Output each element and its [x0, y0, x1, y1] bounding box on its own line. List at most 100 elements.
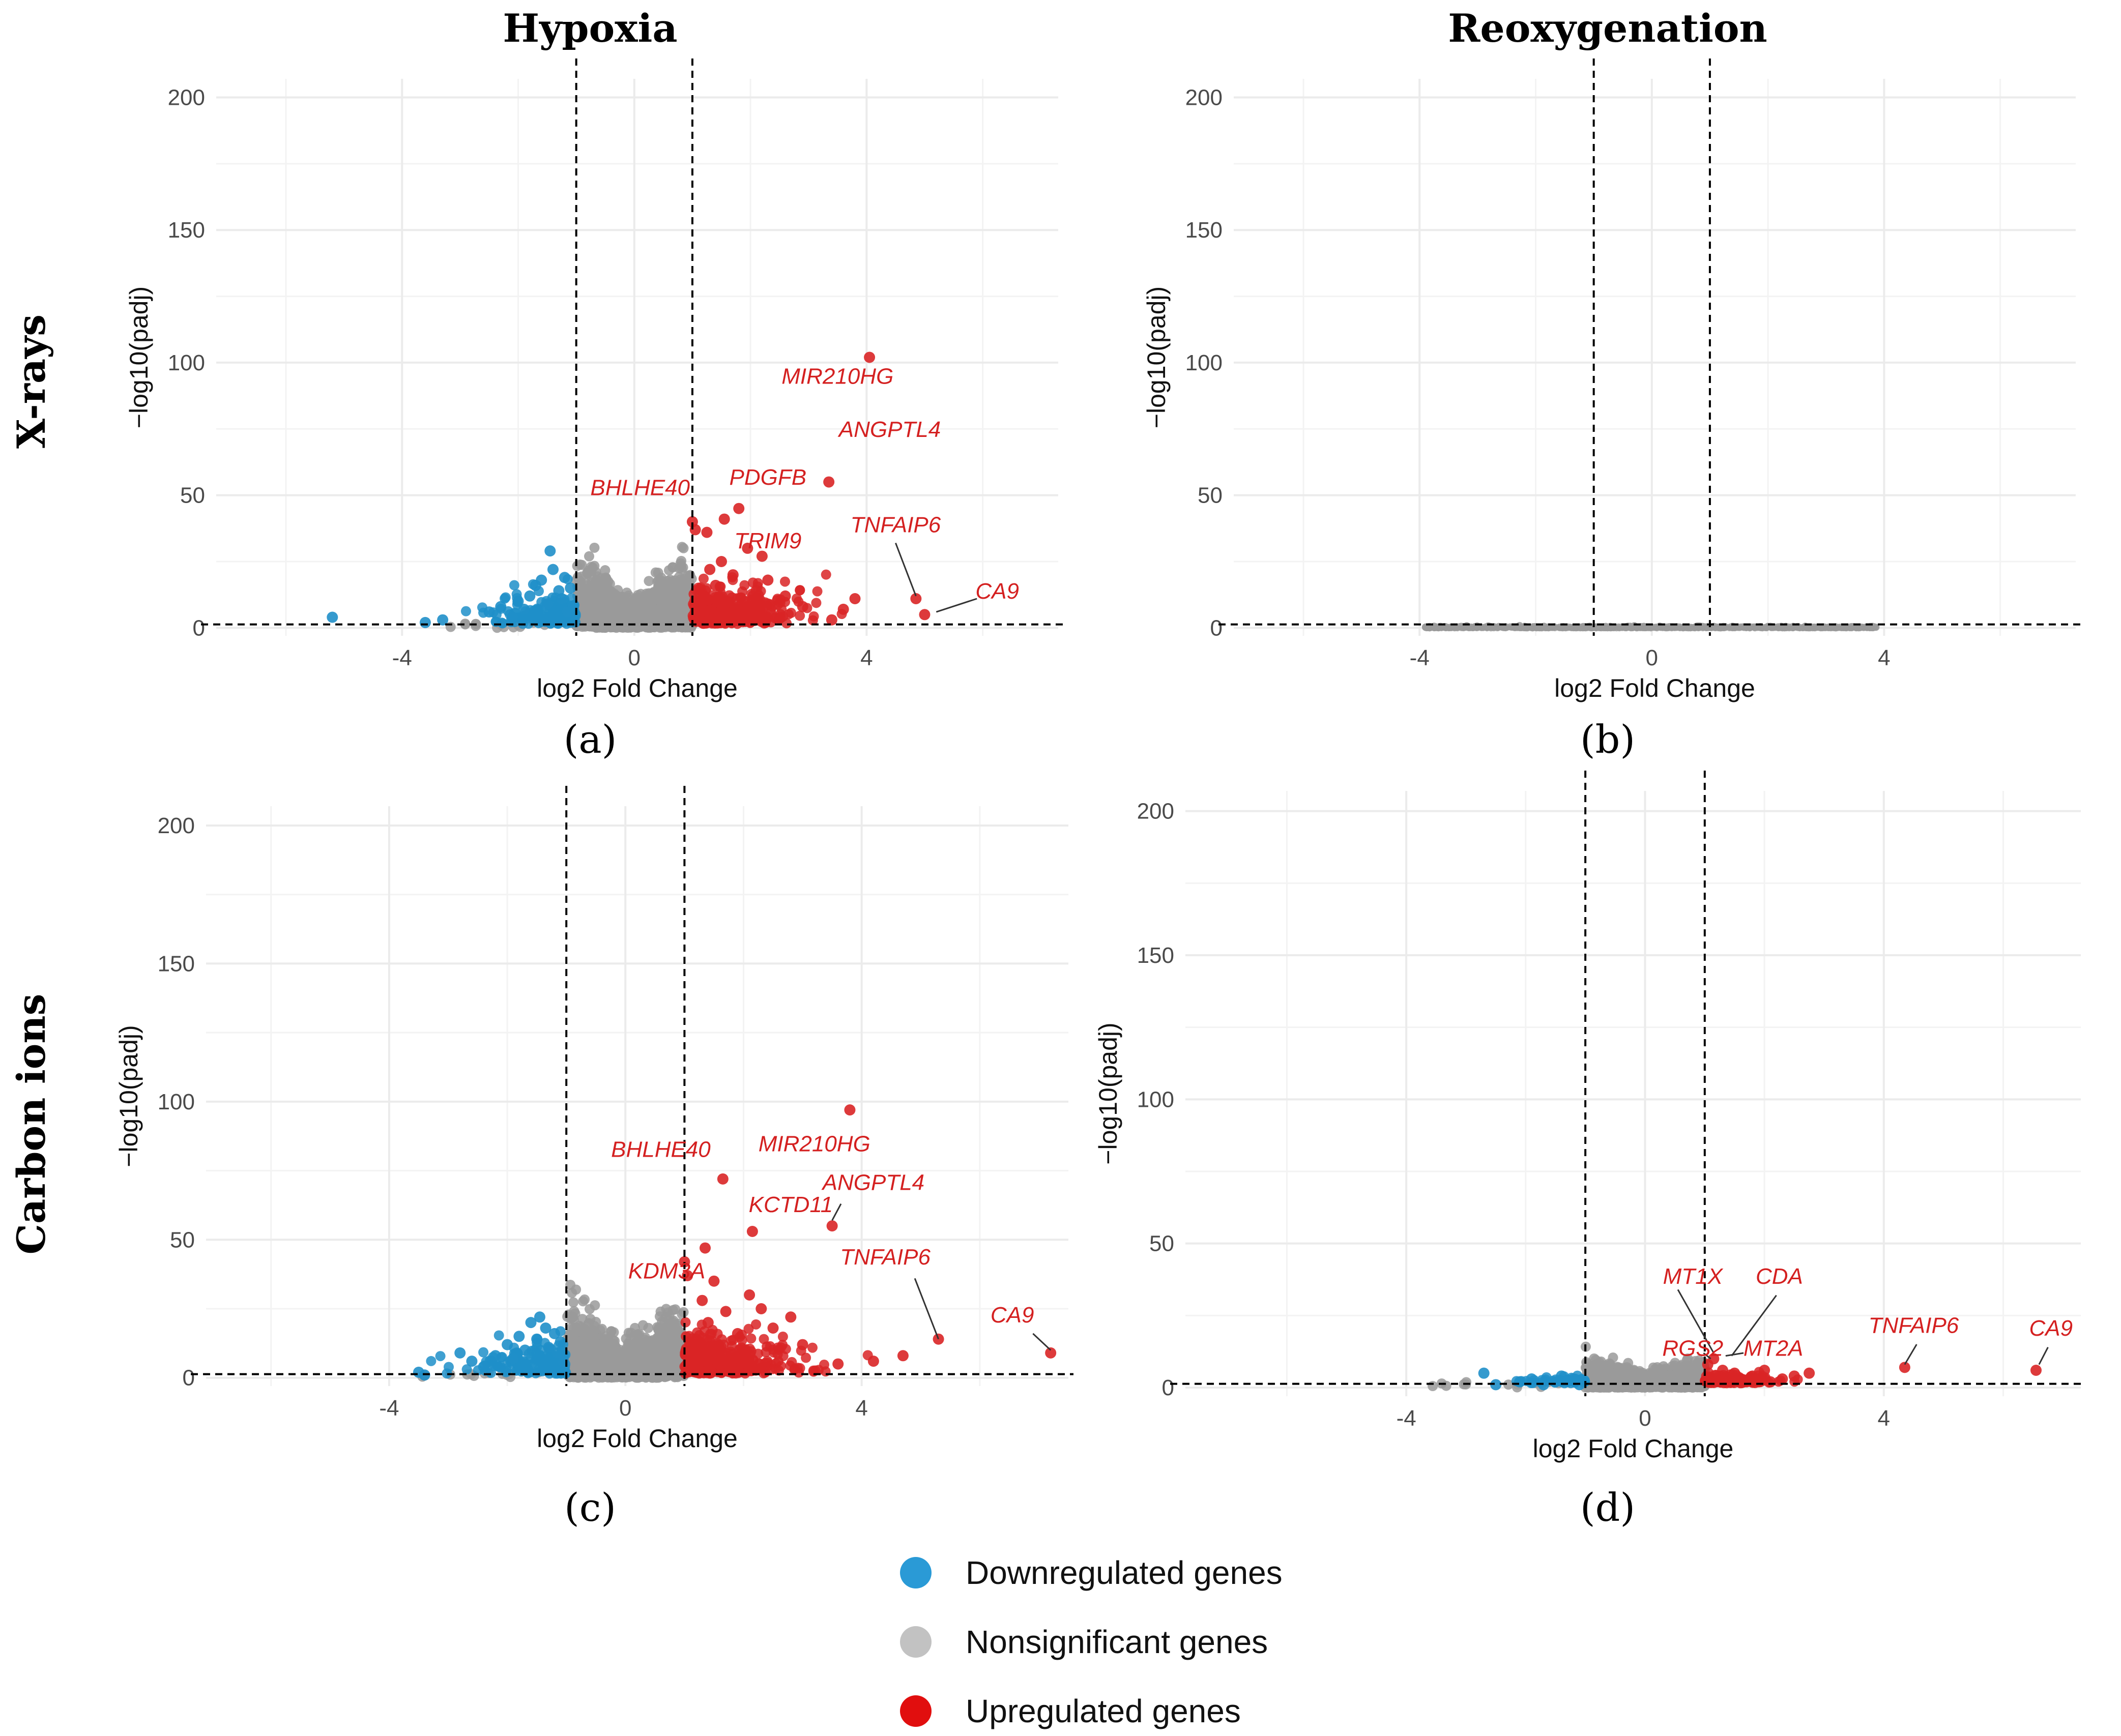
- point-nonsignificant: [671, 1336, 681, 1347]
- point-upregulated: [779, 590, 791, 602]
- point-upregulated: [742, 542, 753, 554]
- point-upregulated: [726, 611, 737, 622]
- point-nonsignificant: [1465, 624, 1472, 631]
- point-nonsignificant: [678, 543, 689, 553]
- point-upregulated: [739, 580, 750, 591]
- point-upregulated: [910, 593, 922, 604]
- point-upregulated: [704, 614, 714, 625]
- point-downregulated: [460, 606, 471, 616]
- point-nonsignificant: [585, 1313, 596, 1324]
- point-nonsignificant: [1660, 624, 1668, 631]
- gene-label-connector: [936, 598, 977, 613]
- point-upregulated: [812, 586, 823, 597]
- x-tick-label: 4: [860, 645, 873, 670]
- point-upregulated: [752, 601, 763, 612]
- point-nonsignificant: [576, 560, 587, 570]
- y-tick-label: 100: [158, 1090, 195, 1114]
- point-downregulated: [518, 603, 530, 615]
- point-downregulated: [554, 1367, 565, 1377]
- point-nonsignificant: [598, 610, 609, 621]
- point-nonsignificant: [628, 607, 639, 618]
- point-nonsignificant: [1542, 624, 1550, 631]
- point-nonsignificant: [1785, 624, 1793, 632]
- point-upregulated: [826, 614, 837, 626]
- point-upregulated: [712, 615, 723, 626]
- point-downregulated: [533, 610, 544, 621]
- point-upregulated: [727, 569, 739, 581]
- point-nonsignificant: [568, 1297, 578, 1308]
- point-nonsignificant: [1713, 624, 1721, 631]
- y-tick-label: 50: [180, 483, 205, 508]
- point-nonsignificant: [653, 1324, 663, 1335]
- point-nonsignificant: [563, 1309, 574, 1320]
- column-title-reoxygenation: Reoxygenation: [1448, 6, 1767, 51]
- y-axis-label: −log10(padj): [114, 1025, 143, 1167]
- point-nonsignificant: [659, 1370, 670, 1380]
- point-upregulated: [779, 576, 790, 587]
- point-nonsignificant: [592, 571, 603, 582]
- point-nonsignificant: [661, 610, 672, 621]
- y-tick-label: 50: [170, 1227, 195, 1252]
- y-tick-label: 200: [1185, 85, 1223, 110]
- point-nonsignificant: [589, 542, 600, 553]
- point-nonsignificant: [1683, 624, 1691, 631]
- point-upregulated: [750, 1319, 761, 1330]
- y-tick-label: 50: [1198, 483, 1223, 508]
- point-upregulated: [701, 526, 713, 538]
- point-downregulated: [544, 545, 556, 557]
- x-axis-label: log2 Fold Change: [1554, 674, 1755, 702]
- point-upregulated: [919, 609, 931, 621]
- point-nonsignificant: [628, 1358, 638, 1369]
- point-downregulated: [426, 1356, 437, 1366]
- point-nonsignificant: [600, 565, 611, 576]
- point-nonsignificant: [645, 1351, 656, 1362]
- point-nonsignificant: [585, 1332, 595, 1343]
- point-nonsignificant: [1640, 623, 1648, 630]
- point-upregulated: [795, 610, 805, 621]
- point-nonsignificant: [652, 576, 663, 587]
- x-axis-label: log2 Fold Change: [537, 674, 738, 702]
- point-upregulated: [837, 603, 849, 615]
- point-nonsignificant: [1562, 624, 1570, 632]
- point-nonsignificant: [674, 572, 684, 582]
- y-tick-label: 0: [1210, 615, 1223, 640]
- y-tick-label: 100: [168, 350, 205, 375]
- y-axis-label: −log10(padj): [1142, 286, 1171, 428]
- point-nonsignificant: [671, 596, 682, 607]
- point-nonsignificant: [627, 618, 638, 629]
- point-downregulated: [565, 582, 576, 594]
- x-axis-label: log2 Fold Change: [537, 1424, 738, 1453]
- point-nonsignificant: [638, 612, 649, 623]
- point-downregulated: [435, 1351, 446, 1362]
- point-nonsignificant: [582, 613, 593, 624]
- gene-label: MIR210HG: [781, 364, 893, 389]
- point-nonsignificant: [667, 1305, 678, 1315]
- point-nonsignificant: [675, 558, 686, 569]
- point-downregulated: [536, 574, 547, 586]
- point-nonsignificant: [614, 1355, 625, 1366]
- point-upregulated: [739, 596, 750, 607]
- y-tick-label: 150: [158, 951, 195, 976]
- point-upregulated: [718, 513, 730, 525]
- point-nonsignificant: [598, 619, 609, 630]
- x-tick-label: -4: [379, 1396, 399, 1421]
- point-nonsignificant: [590, 1300, 600, 1311]
- gene-label: PDGFB: [730, 465, 807, 490]
- point-upregulated: [797, 601, 808, 612]
- point-downregulated: [556, 593, 568, 604]
- point-upregulated: [795, 585, 805, 596]
- point-upregulated: [756, 550, 768, 562]
- point-nonsignificant: [583, 604, 594, 615]
- point-downregulated: [541, 598, 553, 610]
- point-nonsignificant: [1775, 623, 1782, 631]
- point-nonsignificant: [679, 612, 689, 623]
- point-downregulated: [495, 601, 507, 612]
- point-nonsignificant: [1589, 624, 1597, 631]
- point-nonsignificant: [460, 619, 471, 630]
- point-nonsignificant: [667, 1316, 678, 1327]
- point-upregulated: [698, 573, 709, 584]
- point-nonsignificant: [1549, 624, 1556, 631]
- point-upregulated: [710, 579, 721, 591]
